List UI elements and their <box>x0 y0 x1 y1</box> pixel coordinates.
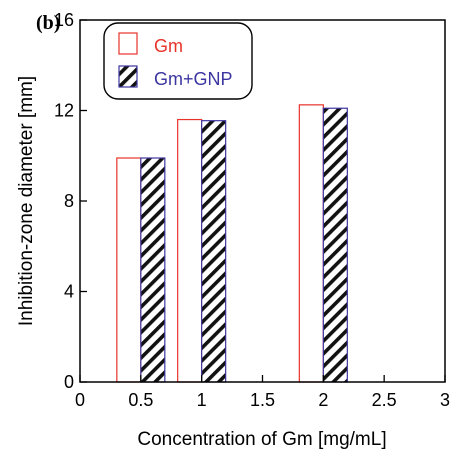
panel-label: (b) <box>36 12 60 34</box>
ticks-layer: 0 0.5 1 1.5 2 2.5 3 0 4 8 12 16 <box>54 10 450 410</box>
legend-swatch-gm-gnp <box>118 65 138 88</box>
legend: Gm Gm+GNP <box>103 22 253 100</box>
legend-label-gm: Gm <box>154 36 183 56</box>
x-axis-title: Concentration of Gm [mg/mL] <box>137 429 386 450</box>
bar-gm-2 <box>298 104 324 383</box>
y-tick-label: 12 <box>54 101 74 121</box>
bars-layer <box>116 104 348 383</box>
bar-gm-gnp-0_5 <box>140 157 166 383</box>
y-tick-label: 8 <box>64 191 74 211</box>
x-tick-label: 2 <box>318 390 328 410</box>
x-tick-label: 0.5 <box>128 390 153 410</box>
bar-gm-1 <box>177 118 203 383</box>
x-tick-label: 0 <box>75 390 85 410</box>
y-tick-label: 0 <box>64 372 74 392</box>
x-tick-label: 1.5 <box>250 390 275 410</box>
x-tick-label: 1 <box>197 390 207 410</box>
x-tick-label: 3 <box>440 390 450 410</box>
y-axis-title: Inhibition-zone diameter [mm] <box>16 76 37 326</box>
legend-box <box>103 22 253 100</box>
bar-gm-gnp-1 <box>201 120 227 383</box>
legend-swatch-gm <box>118 32 138 55</box>
y-tick-label: 16 <box>54 10 74 30</box>
bar-gm-gnp-2 <box>322 107 348 383</box>
y-tick-label: 4 <box>64 282 74 302</box>
x-tick-label: 2.5 <box>372 390 397 410</box>
legend-label-gm-gnp: Gm+GNP <box>154 69 233 89</box>
bar-gm-0_5 <box>116 157 142 383</box>
